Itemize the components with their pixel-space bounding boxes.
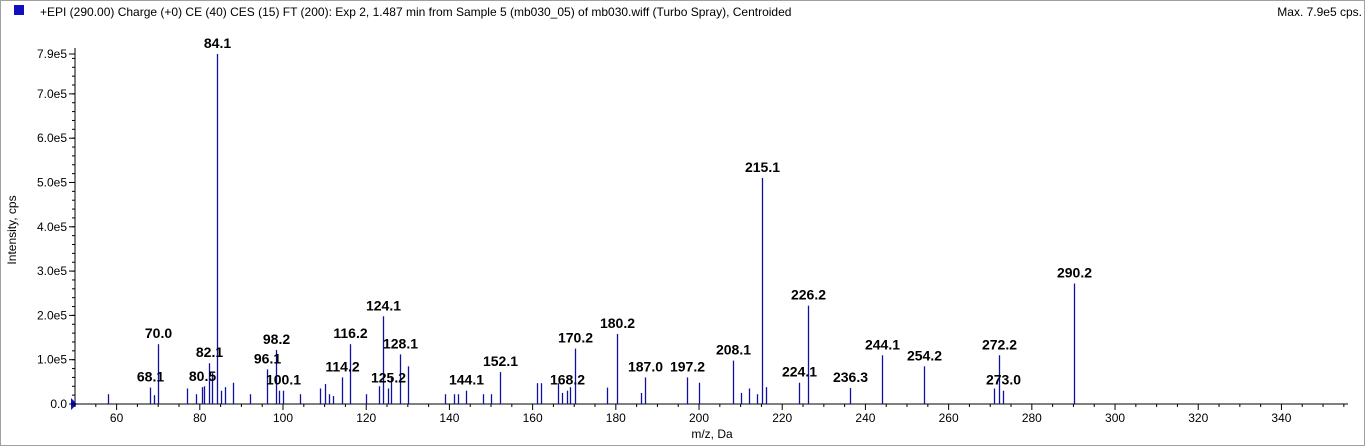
peak-label: 80.5 (189, 368, 216, 384)
peak-label: 180.2 (600, 315, 635, 331)
x-tick-label: 80 (193, 411, 207, 425)
x-tick-label: 100 (273, 411, 293, 425)
peak-label: 273.0 (986, 372, 1021, 388)
y-tick-label: 5.0e5 (37, 175, 67, 189)
x-tick-label: 300 (1105, 411, 1125, 425)
y-tick-label: 7.0e5 (37, 87, 67, 101)
x-tick-label: 340 (1271, 411, 1291, 425)
x-tick-label: 120 (356, 411, 376, 425)
y-tick-label: 1.0e5 (37, 353, 67, 367)
peak-label: 197.2 (670, 358, 705, 374)
peak-label: 96.1 (254, 350, 281, 366)
peak-label: 226.2 (791, 287, 826, 303)
spectrum-header: +EPI (290.00) Charge (+0) CE (40) CES (1… (1, 1, 1364, 23)
peak-label: 70.0 (145, 325, 172, 341)
peak-label: 114.2 (325, 358, 359, 374)
y-tick-label: 3.0e5 (37, 264, 67, 278)
peak-label: 124.1 (366, 297, 401, 313)
x-tick-label: 180 (606, 411, 626, 425)
peak-label: 144.1 (449, 372, 484, 388)
x-tick-label: 320 (1188, 411, 1208, 425)
x-tick-label: 140 (439, 411, 459, 425)
peak-label: 170.2 (558, 330, 593, 346)
x-axis-title: m/z, Da (691, 427, 733, 441)
x-tick-label: 160 (523, 411, 543, 425)
peak-label: 224.1 (782, 364, 817, 380)
peak-label: 290.2 (1057, 264, 1092, 280)
peak-labels: 68.1 70.0 80.5 82.1 84.1 96.1 98.2 100.1 114.2 11… (137, 35, 1092, 388)
peak-label: 116.2 (333, 325, 367, 341)
peak-label: 82.1 (196, 344, 223, 360)
peak-label: 254.2 (907, 347, 942, 363)
peak-label: 100.1 (266, 372, 301, 388)
y-tick-label: 2.0e5 (37, 308, 67, 322)
peak-label: 125.2 (371, 369, 406, 385)
peak-label: 84.1 (204, 35, 231, 51)
peak-label: 98.2 (263, 331, 290, 347)
x-tick-label: 200 (689, 411, 709, 425)
x-tick-label: 220 (772, 411, 792, 425)
y-tick-label: 4.0e5 (37, 220, 67, 234)
peak-label: 128.1 (383, 335, 418, 351)
peak-label: 272.2 (982, 336, 1017, 352)
x-tick-label: 260 (939, 411, 959, 425)
y-axis-title: Intensity, cps (5, 195, 19, 264)
y-tick-label: 7.9e5 (37, 47, 67, 61)
axes: 60 80 100 120 140 160 180 200 220 240 260 280 300 320… (37, 47, 1348, 425)
legend-color-square[interactable] (14, 5, 24, 15)
peak-label: 244.1 (865, 336, 900, 352)
peak-label: 215.1 (745, 159, 780, 175)
peak-label: 187.0 (628, 358, 663, 374)
peak-label: 208.1 (716, 342, 751, 358)
spectrum-title: +EPI (290.00) Charge (+0) CE (40) CES (1… (40, 5, 792, 19)
y-tick-label: 6.0e5 (37, 131, 67, 145)
peak-label: 236.3 (833, 369, 868, 385)
x-tick-label: 280 (1022, 411, 1042, 425)
peak-label: 168.2 (550, 372, 585, 388)
peak-label: 68.1 (137, 369, 164, 385)
x-tick-label: 240 (855, 411, 875, 425)
y-tick-label: 0.0 (50, 397, 67, 411)
x-tick-label: 60 (110, 411, 124, 425)
peak-label: 152.1 (483, 353, 518, 369)
peak-bars (107, 54, 1076, 404)
max-intensity-label: Max. 7.9e5 cps. (1277, 5, 1362, 19)
